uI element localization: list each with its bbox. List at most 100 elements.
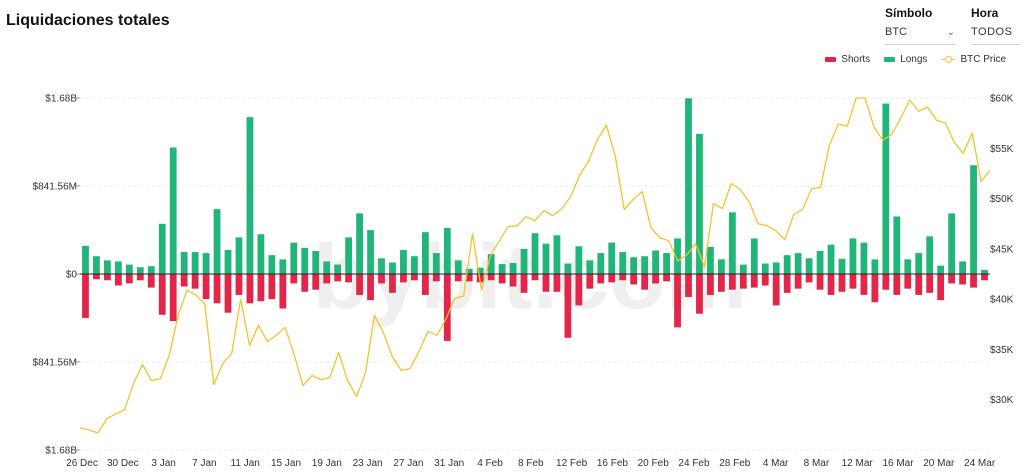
- longs-bar: [487, 254, 495, 274]
- shorts-bar: [816, 274, 824, 290]
- longs-bar: [114, 261, 122, 274]
- longs-bar: [158, 223, 166, 274]
- y-right-tick-label: $40K: [990, 295, 1014, 306]
- shorts-bar: [454, 274, 462, 282]
- y-left-tick-label: $841.56M: [33, 182, 77, 193]
- y-left-tick-label: $0: [66, 270, 78, 281]
- shorts-bar: [158, 274, 166, 315]
- shorts-bar: [915, 274, 923, 295]
- shorts-bar: [312, 274, 320, 290]
- shorts-bar: [235, 274, 243, 295]
- longs-bar: [871, 259, 879, 274]
- symbol-select[interactable]: BTC ⌄: [885, 20, 955, 45]
- shorts-bar: [904, 274, 912, 289]
- shorts-bar: [224, 274, 232, 313]
- longs-bar: [257, 234, 265, 274]
- x-axis: 26 Dec 30 Dec 3 Jan 7 Jan 11 Jan 15 Jan 19 Jan…: [66, 458, 996, 469]
- shorts-bar: [213, 274, 221, 304]
- shorts-bar: [202, 274, 210, 300]
- longs-bar: [400, 249, 407, 274]
- price-line-swatch: [941, 55, 956, 64]
- shorts-bar: [279, 274, 287, 309]
- longs-bar: [728, 212, 736, 274]
- longs-bar: [553, 235, 561, 274]
- shorts-bar: [509, 274, 517, 287]
- legend-item-btc-price[interactable]: BTC Price: [941, 54, 1006, 65]
- x-tick-label: 16 Feb: [597, 458, 629, 469]
- time-label: Hora: [971, 6, 999, 20]
- shorts-bar: [520, 274, 528, 293]
- shorts-bar: [871, 274, 879, 303]
- longs-bar: [717, 259, 725, 274]
- longs-bar: [597, 253, 605, 274]
- longs-bar: [805, 258, 813, 274]
- longs-bar: [948, 213, 956, 274]
- shorts-bar: [147, 274, 155, 288]
- longs-bar: [465, 268, 473, 274]
- longs-bar: [82, 245, 89, 274]
- shorts-bar: [268, 274, 276, 300]
- x-tick-label: 20 Mar: [923, 458, 955, 469]
- y-right-tick-label: $55K: [990, 144, 1014, 155]
- shorts-bar: [290, 274, 298, 284]
- shorts-bar: [849, 274, 857, 289]
- btc-price-line: [79, 97, 991, 434]
- longs-bar: [147, 266, 155, 274]
- shorts-bar: [619, 274, 627, 281]
- shorts-bar: [400, 274, 407, 283]
- longs-bar: [794, 253, 802, 274]
- legend-item-longs[interactable]: Longs: [884, 54, 927, 65]
- shorts-swatch: [825, 57, 837, 62]
- chart-legend: Shorts Longs BTC Price: [825, 54, 1006, 65]
- shorts-bar: [937, 274, 945, 301]
- shorts-bar: [728, 274, 736, 290]
- x-tick-label: 11 Jan: [231, 458, 260, 469]
- longs-bar: [136, 267, 144, 274]
- longs-bar: [378, 258, 385, 274]
- longs-bar: [454, 260, 462, 274]
- x-tick-label: 19 Jan: [312, 458, 342, 469]
- y-right-axis: $60K $55K $50K $45K $40K $35K $30K: [990, 94, 1014, 407]
- longs-bar: [246, 117, 254, 274]
- longs-bar: [323, 261, 331, 274]
- shorts-bar: [652, 274, 660, 284]
- x-tick-label: 28 Feb: [719, 458, 751, 469]
- longs-bar: [959, 261, 966, 274]
- x-tick-label: 30 Dec: [107, 458, 139, 469]
- shorts-bar: [805, 274, 813, 283]
- longs-bar: [772, 262, 780, 274]
- y-right-tick-label: $35K: [990, 345, 1014, 356]
- legend-item-shorts[interactable]: Shorts: [825, 54, 870, 65]
- longs-bar: [202, 253, 210, 274]
- shorts-bar: [750, 274, 758, 288]
- shorts-bar: [104, 274, 111, 281]
- longs-bar: [334, 264, 342, 274]
- shorts-bar: [564, 274, 572, 338]
- shorts-bar: [82, 274, 89, 318]
- longs-bar: [937, 265, 945, 274]
- x-tick-label: 24 Feb: [678, 458, 710, 469]
- longs-bar: [476, 267, 484, 274]
- longs-bar: [290, 242, 298, 274]
- shorts-bar: [334, 274, 342, 282]
- symbol-value: BTC: [885, 26, 907, 38]
- longs-bar: [586, 260, 594, 274]
- longs-bar: [345, 237, 353, 274]
- y-right-tick-label: $45K: [990, 244, 1014, 255]
- shorts-bar: [136, 274, 144, 281]
- y-left-tick-label: $841.56M: [33, 358, 77, 369]
- shorts-bar: [893, 274, 901, 295]
- btc-price-line-group: [79, 97, 991, 434]
- longs-bar: [926, 236, 934, 274]
- longs-bar: [652, 250, 660, 274]
- longs-bar: [432, 253, 440, 274]
- shorts-bar: [246, 274, 254, 304]
- time-select[interactable]: TODOS: [971, 20, 1021, 45]
- shorts-bar: [301, 274, 309, 292]
- longs-bar: [739, 264, 747, 274]
- legend-label-shorts: Shorts: [841, 54, 871, 65]
- shorts-bar: [948, 274, 956, 284]
- longs-bar: [410, 256, 418, 274]
- shorts-bar: [707, 274, 714, 295]
